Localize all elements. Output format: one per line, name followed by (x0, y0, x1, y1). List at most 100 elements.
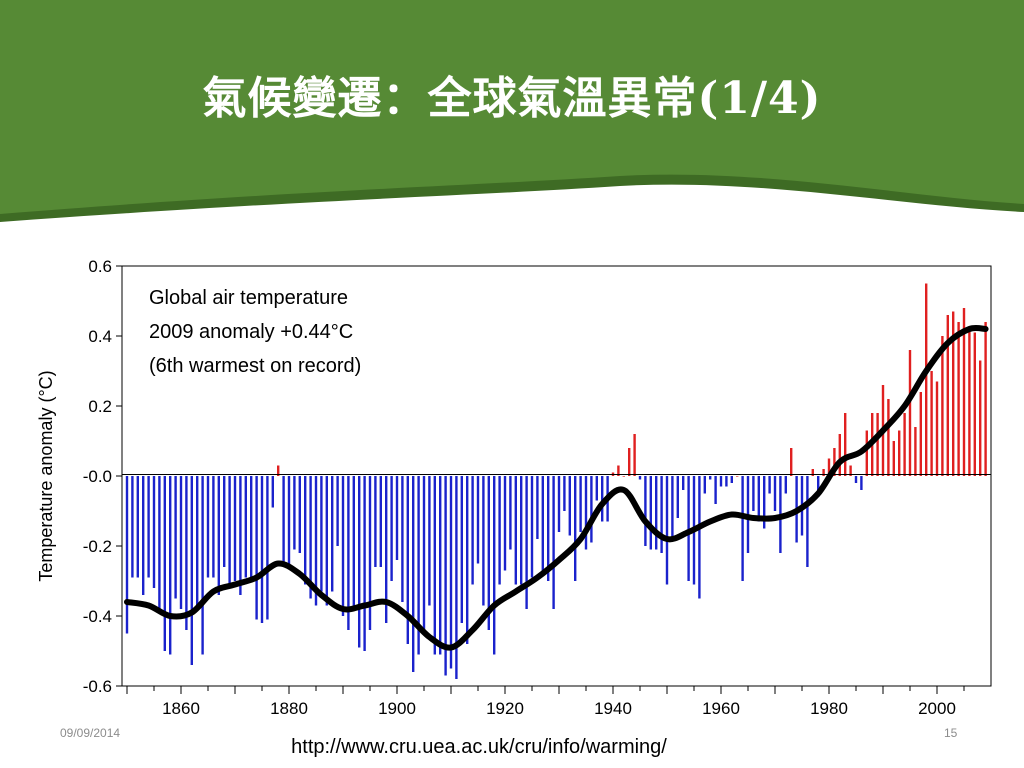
bar-1875 (260, 476, 264, 623)
bar-1959 (714, 476, 717, 504)
bar-1989 (876, 413, 879, 476)
header-banner-fill (0, 0, 1024, 214)
bar-1892 (352, 476, 355, 609)
bar-1931 (563, 476, 566, 511)
x-tick-label: 1960 (702, 699, 740, 718)
bar-1980 (827, 458, 831, 476)
bar-1904 (417, 476, 420, 655)
bar-2007 (973, 332, 976, 476)
bar-1957 (703, 476, 706, 494)
slide-page-number: 15 (944, 726, 958, 740)
bar-1868 (223, 476, 226, 567)
bar-1999 (930, 371, 933, 476)
x-tick-label: 1860 (162, 699, 200, 718)
bar-1992 (892, 441, 895, 476)
bar-1914 (471, 476, 474, 585)
bar-1877 (271, 476, 274, 508)
bar-1927 (541, 476, 544, 574)
bar-1883 (304, 476, 307, 585)
bar-1948 (655, 476, 658, 550)
bar-1941 (617, 465, 620, 476)
bar-1910 (449, 476, 453, 669)
bar-1933 (574, 476, 577, 581)
bar-1934 (579, 476, 582, 532)
slide-header-banner (0, 0, 1024, 222)
bar-1899 (390, 476, 393, 581)
bar-1880 (287, 476, 291, 567)
y-axis-ticks: 0.6 0.4 0.2 -0.0 -0.2 -0.4 -0.6 (83, 257, 122, 696)
bar-1967 (757, 476, 760, 522)
bar-1879 (282, 476, 285, 567)
bar-1851 (131, 476, 134, 578)
bar-1911 (455, 476, 458, 679)
bar-1997 (919, 392, 922, 476)
bar-1852 (136, 476, 139, 578)
bar-1861 (185, 476, 188, 630)
bar-1873 (250, 476, 253, 581)
bar-1921 (509, 476, 512, 550)
bar-1943 (628, 448, 631, 476)
bar-2006 (968, 329, 971, 476)
bar-1923 (520, 476, 523, 585)
bar-2005 (962, 308, 966, 476)
bar-1896 (374, 476, 377, 567)
x-tick-label: 2000 (918, 699, 956, 718)
bar-1865 (206, 476, 210, 578)
bar-1856 (158, 476, 161, 613)
bar-1872 (244, 476, 247, 578)
bar-1993 (898, 430, 901, 476)
bar-2009 (984, 322, 987, 476)
bar-1905 (422, 476, 426, 634)
bar-1912 (460, 476, 463, 623)
bar-1968 (763, 476, 766, 529)
y-axis-label: Temperature anomaly (°C) (36, 370, 56, 581)
bar-1961 (725, 476, 728, 487)
bar-1897 (379, 476, 382, 567)
bar-1976 (806, 476, 809, 567)
bar-1859 (174, 476, 177, 599)
bar-1889 (336, 476, 339, 546)
bar-1908 (439, 476, 442, 655)
bar-1906 (428, 476, 431, 606)
bar-1994 (903, 413, 906, 476)
bar-1882 (298, 476, 301, 553)
bar-1985 (854, 476, 858, 483)
x-tick-label: 1980 (810, 699, 848, 718)
x-axis-ticks: 1860 1880 1900 1920 1940 1960 1980 2000 (126, 686, 965, 718)
bar-1894 (363, 476, 366, 651)
bar-1969 (768, 476, 771, 494)
y-tick-label: -0.6 (83, 677, 112, 696)
bar-1972 (784, 476, 787, 494)
y-tick-label: -0.2 (83, 537, 112, 556)
bar-1862 (190, 476, 193, 665)
bar-1964 (741, 476, 744, 581)
bar-1853 (142, 476, 145, 595)
x-tick-label: 1900 (378, 699, 416, 718)
bar-1858 (169, 476, 172, 655)
bar-1924 (525, 476, 528, 609)
bar-1996 (914, 427, 917, 476)
bar-1958 (709, 476, 712, 480)
source-url-link[interactable]: http://www.cru.uea.ac.uk/cru/info/warmin… (291, 736, 667, 758)
bar-1982 (838, 434, 841, 476)
y-tick-label: 0.2 (88, 397, 112, 416)
x-tick-label: 1940 (594, 699, 632, 718)
smoothed-trend-line (124, 324, 989, 651)
bar-1998 (925, 283, 928, 476)
y-tick-label: 0.4 (88, 327, 112, 346)
bar-1884 (309, 476, 312, 599)
slide-title: 氣候變遷：全球氣溫異常(1/4) (202, 73, 822, 124)
bar-1920 (503, 476, 507, 571)
bar-2002 (946, 315, 949, 476)
bar-1951 (671, 476, 674, 539)
bar-2008 (979, 360, 982, 476)
bar-1854 (147, 476, 150, 578)
bar-1966 (752, 476, 755, 511)
bar-1947 (649, 476, 652, 550)
y-tick-label: 0.6 (88, 257, 112, 276)
bar-1917 (487, 476, 490, 630)
bar-1983 (844, 413, 847, 476)
bar-1936 (590, 476, 593, 543)
bar-1857 (163, 476, 166, 651)
